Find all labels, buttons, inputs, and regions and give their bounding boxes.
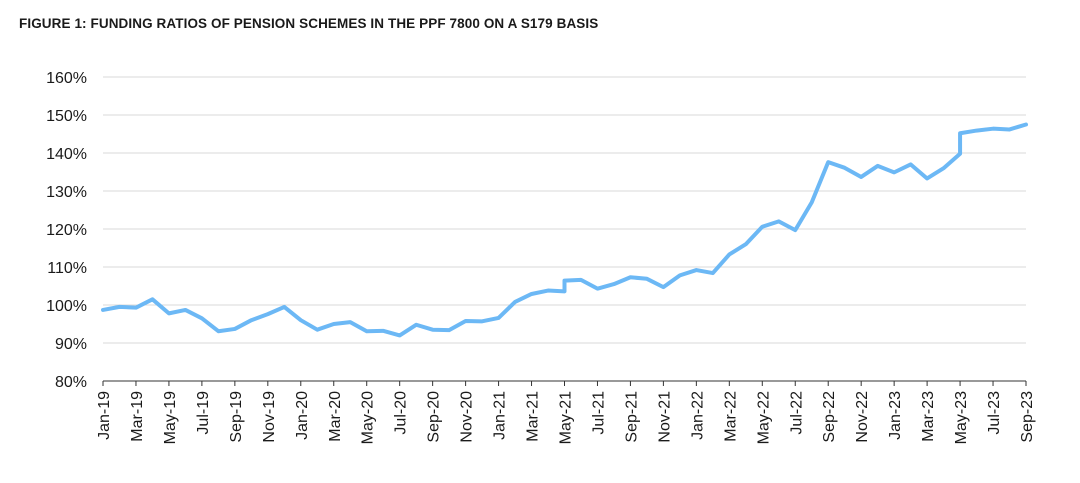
x-tick-label: Sep-19 [228,391,245,443]
x-tick-label: Nov-20 [459,391,476,443]
x-axis-tick-labels: Jan-19 Mar-19 May-19 Jul-19 Sep-19 Nov-19 Jan-… [96,391,1036,444]
x-tick-label: May-19 [162,391,179,444]
x-tick-label: Mar-23 [920,391,937,442]
x-tick-label: Nov-22 [854,391,871,443]
x-tick-label: Sep-21 [623,391,640,443]
series-layer [101,122,1028,338]
x-tick-label: Jan-19 [96,391,113,440]
x-tick-label: Nov-19 [261,391,278,443]
x-tick-label: Nov-21 [656,391,673,443]
x-tick-label: Jan-21 [492,391,509,440]
x-tick-label: Jul-21 [590,391,607,435]
y-tick-label: 80% [55,374,87,391]
x-tick-label: Sep-23 [1019,391,1036,443]
x-tick-label: May-20 [360,391,377,444]
x-tick-label: Jul-20 [393,391,410,435]
y-tick-label: 90% [55,336,87,353]
x-tick-label: May-22 [755,391,772,444]
series-line-0 [101,122,1028,338]
x-tick-label: May-23 [953,391,970,444]
figure-title: FIGURE 1: FUNDING RATIOS OF PENSION SCHE… [19,16,599,31]
x-tick-label: Mar-20 [327,391,344,442]
x-tick-label: Jul-19 [195,391,212,435]
y-tick-label: 160% [46,70,87,87]
x-axis [102,380,1027,386]
x-tick-label: Jan-22 [689,391,706,440]
y-tick-label: 100% [46,298,87,315]
x-tick-label: May-21 [558,391,575,444]
y-tick-label: 140% [46,146,87,163]
y-tick-label: 130% [46,184,87,201]
x-tick-label: Jan-20 [294,391,311,440]
gridlines [103,76,1026,344]
x-tick-label: Jan-23 [887,391,904,440]
y-tick-label: 150% [46,108,87,125]
x-tick-label: Mar-21 [525,391,542,442]
x-tick-label: Jul-23 [986,391,1003,435]
x-tick-label: Mar-19 [129,391,146,442]
y-tick-label: 120% [46,222,87,239]
x-tick-label: Sep-22 [821,391,838,443]
y-tick-label: 110% [47,260,87,277]
x-tick-label: Jul-22 [788,391,805,435]
x-tick-label: Mar-22 [722,391,739,442]
y-axis-tick-labels: 80% 90% 100% 110% 120% 130% 140% 150% 160% [46,70,87,391]
x-tick-label: Sep-20 [426,391,443,443]
